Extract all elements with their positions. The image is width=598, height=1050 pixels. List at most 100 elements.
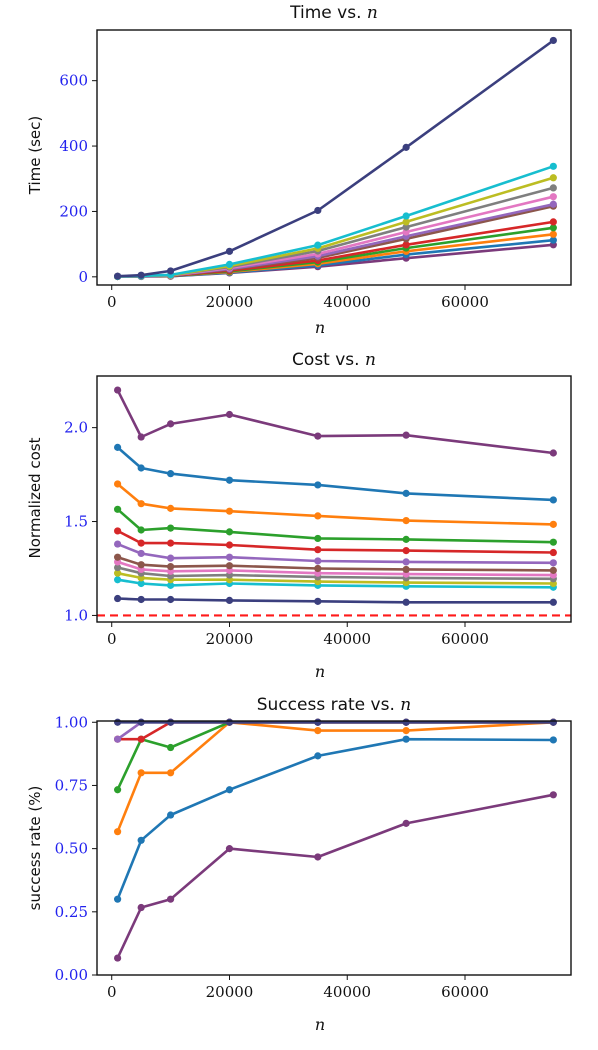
y-tick-label: 1.0 — [64, 606, 88, 624]
x-tick-label: 0 — [107, 983, 117, 1001]
data-point — [137, 718, 145, 726]
data-point — [114, 718, 122, 726]
data-point — [167, 420, 175, 428]
data-point — [402, 558, 410, 566]
data-point — [167, 267, 175, 275]
data-point — [114, 540, 122, 548]
x-tick-label: 20000 — [206, 293, 254, 311]
data-point — [314, 557, 322, 565]
data-point — [114, 735, 122, 743]
data-point — [402, 718, 410, 726]
data-point — [314, 718, 322, 726]
data-point — [137, 433, 145, 441]
x-tick-label: 20000 — [206, 630, 254, 648]
plot-frame — [96, 375, 572, 623]
plot-frame — [96, 29, 572, 286]
data-point — [114, 443, 122, 451]
data-point — [137, 539, 145, 547]
data-point — [402, 218, 410, 226]
data-point — [225, 410, 234, 419]
data-point — [402, 212, 410, 220]
data-point — [225, 528, 234, 536]
x-tick-label: 60000 — [441, 293, 489, 311]
series-line — [117, 597, 554, 604]
data-point — [549, 496, 557, 504]
data-point — [314, 432, 322, 440]
chart-title: Success rate vs. n — [257, 695, 411, 715]
data-point — [137, 595, 145, 604]
data-point — [402, 489, 410, 497]
data-point — [402, 819, 410, 827]
data-point — [167, 895, 175, 903]
data-point — [225, 476, 234, 484]
data-point — [549, 162, 557, 170]
data-point — [314, 752, 322, 760]
data-point — [314, 853, 322, 861]
data-point — [167, 811, 175, 819]
data-point — [402, 735, 410, 743]
data-point — [137, 561, 145, 569]
data-point — [225, 260, 234, 269]
data-point — [137, 903, 145, 912]
x-tick-label: 0 — [107, 630, 117, 648]
data-point — [402, 547, 410, 555]
data-point — [402, 598, 410, 606]
data-point — [137, 526, 145, 534]
data-point — [549, 449, 557, 457]
y-tick-label: 1.5 — [64, 513, 88, 531]
data-point — [225, 786, 234, 794]
x-tick-label: 20000 — [206, 983, 254, 1001]
data-point — [549, 520, 557, 528]
chart-title: Cost vs. n — [292, 350, 376, 370]
data-point — [549, 174, 557, 182]
data-point — [402, 431, 410, 439]
data-point — [167, 718, 175, 726]
data-point — [167, 581, 175, 589]
data-point — [402, 241, 410, 249]
data-point — [314, 512, 322, 520]
data-point — [137, 500, 145, 508]
chart-title: Time vs. n — [289, 3, 378, 23]
data-point — [314, 206, 322, 215]
y-tick-label: 0.00 — [55, 966, 88, 984]
data-point — [137, 464, 145, 472]
data-point — [225, 553, 234, 561]
data-point — [114, 480, 122, 488]
data-point — [549, 218, 557, 226]
data-point — [167, 769, 175, 777]
data-point — [549, 718, 557, 726]
data-point — [549, 566, 557, 574]
data-point — [402, 516, 410, 525]
x-tick-label: 40000 — [323, 983, 371, 1001]
data-point — [114, 505, 122, 513]
data-point — [137, 271, 145, 279]
data-region — [114, 386, 557, 606]
data-point — [549, 36, 557, 45]
data-point — [314, 597, 322, 605]
data-point — [549, 791, 557, 799]
data-point — [314, 241, 322, 249]
data-point — [549, 736, 557, 744]
data-point — [137, 549, 145, 558]
data-point — [549, 184, 557, 192]
series-line — [116, 793, 554, 959]
data-point — [402, 535, 410, 543]
data-point — [314, 564, 322, 573]
series-line — [116, 720, 554, 791]
y-tick-label: 1.00 — [55, 713, 88, 731]
data-point — [549, 559, 557, 567]
data-point — [167, 563, 175, 571]
data-point — [137, 735, 145, 743]
x-tick-label: 40000 — [323, 293, 371, 311]
series-line — [116, 389, 554, 455]
plot-area: 0 20000 40000 60000 0 200 400 600 — [59, 36, 557, 311]
data-point — [549, 548, 557, 557]
time-chart: Time vs. n Time (sec) n 0 20000 40000 60000… — [26, 3, 572, 337]
data-point — [402, 565, 410, 574]
data-region — [114, 36, 557, 281]
y-tick-label: 200 — [59, 202, 88, 220]
data-point — [225, 541, 234, 549]
data-point — [225, 247, 234, 255]
data-point — [114, 895, 122, 903]
